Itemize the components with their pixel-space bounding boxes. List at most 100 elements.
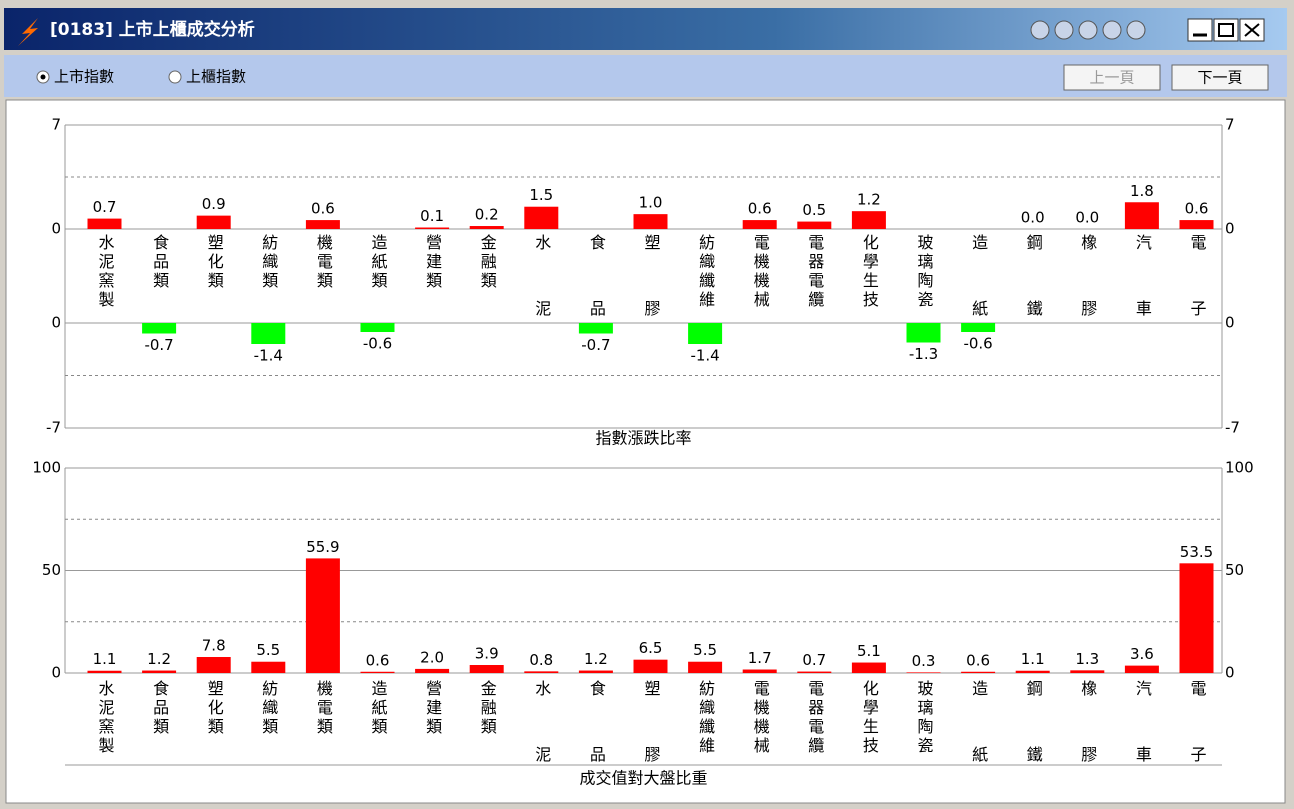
- x-tick-label: 紡織纖維: [696, 680, 716, 756]
- y2-tick-label: 0: [1225, 220, 1235, 238]
- y-tick-label: 50: [42, 561, 61, 579]
- value-label: 1.5: [529, 186, 553, 204]
- bar: [415, 227, 450, 229]
- value-label: 1.1: [93, 650, 117, 668]
- value-label: 0.6: [748, 200, 772, 218]
- value-label: 0.6: [311, 200, 335, 218]
- y2-tick-label: 100: [1225, 459, 1254, 477]
- bar: [360, 323, 395, 332]
- bar: [305, 220, 340, 229]
- value-label: 0.2: [475, 206, 499, 224]
- y-tick-label: 0: [51, 314, 61, 332]
- app-icon: [18, 18, 38, 46]
- y-tick-label: 0: [51, 220, 61, 238]
- x-tick-label: 機電類: [313, 680, 333, 737]
- value-label: -1.4: [690, 347, 719, 365]
- bar: [797, 221, 832, 229]
- y2-tick-label: 0: [1225, 664, 1235, 682]
- button-label[interactable]: 上一頁: [1089, 69, 1134, 87]
- bar: [906, 672, 941, 673]
- value-label: -1.3: [909, 345, 938, 363]
- radio-group[interactable]: 上市指數 上櫃指數: [36, 68, 246, 86]
- x-tick-label: 造紙類: [368, 234, 388, 291]
- value-label: 0.0: [1021, 209, 1045, 227]
- x-tick-label: 塑膠: [641, 680, 661, 762]
- value-label: 5.5: [256, 641, 280, 659]
- value-label: 3.9: [475, 645, 499, 663]
- value-label: 1.8: [1130, 182, 1154, 200]
- x-tick-label: 食品: [586, 234, 606, 316]
- bar: [742, 220, 777, 229]
- value-label: 1.2: [584, 650, 608, 668]
- value-label: 1.3: [1075, 650, 1099, 668]
- bar: [578, 670, 613, 673]
- bar: [87, 218, 122, 229]
- value-label: 0.8: [529, 651, 553, 669]
- bar: [469, 665, 504, 673]
- value-label: 7.8: [202, 637, 226, 655]
- x-tick-label: 紡織纖維: [696, 234, 716, 310]
- x-tick-label: 橡膠: [1078, 234, 1098, 316]
- bar: [1179, 220, 1214, 229]
- value-label: 0.6: [1185, 200, 1209, 218]
- bar: [251, 323, 286, 344]
- x-tick-label: 水泥窯製: [95, 234, 115, 310]
- x-tick-label: 鋼鐵: [1023, 680, 1043, 762]
- bar: [851, 662, 886, 673]
- radio[interactable]: [168, 70, 182, 84]
- y-tick-label: 7: [51, 116, 61, 134]
- x-tick-label: 電子: [1187, 680, 1207, 762]
- tool-icons[interactable]: [1030, 20, 1146, 40]
- value-label: 0.6: [966, 651, 990, 669]
- value-label: -1.4: [254, 347, 283, 365]
- x-tick-label: 電機機械: [750, 680, 770, 756]
- bar: [633, 659, 668, 673]
- button-group[interactable]: 上一頁 下一頁: [1063, 64, 1269, 91]
- bar: [797, 671, 832, 673]
- value-label: -0.7: [581, 336, 610, 354]
- x-tick-label: 紡織類: [259, 234, 279, 291]
- bar: [196, 215, 231, 229]
- bar: [1070, 670, 1105, 673]
- x-tick-label: 塑化類: [204, 680, 224, 737]
- radio-label[interactable]: 上櫃指數: [186, 68, 246, 86]
- value-label: 0.7: [802, 651, 826, 669]
- bar: [1015, 670, 1050, 673]
- value-label: 5.1: [857, 642, 881, 660]
- button-label[interactable]: 下一頁: [1197, 69, 1242, 87]
- value-label: 53.5: [1180, 543, 1213, 561]
- window-title: [0183] 上市上櫃成交分析: [50, 19, 255, 40]
- x-tick-label: 造紙: [969, 234, 989, 316]
- x-tick-label: 電子: [1187, 234, 1207, 316]
- bar: [305, 558, 340, 673]
- bar: [1124, 665, 1159, 673]
- radio-dot: [40, 74, 46, 80]
- button[interactable]: [1063, 64, 1161, 91]
- x-tick-label: 營建類: [423, 680, 443, 737]
- x-tick-label: 食品: [586, 680, 606, 762]
- y2-tick-label: 7: [1225, 116, 1235, 134]
- window-controls[interactable]: [1187, 18, 1265, 42]
- x-tick-label: 電器電纜: [805, 234, 825, 310]
- y-tick-label: -7: [46, 419, 61, 437]
- bar: [1179, 563, 1214, 673]
- x-tick-label: 玻璃陶瓷: [914, 234, 934, 310]
- x-tick-label: 汽車: [1132, 680, 1152, 762]
- button[interactable]: [1171, 64, 1269, 91]
- bar: [469, 226, 504, 229]
- x-tick-label: 化學生技: [859, 680, 879, 756]
- value-label: 55.9: [306, 538, 339, 556]
- bar: [524, 671, 559, 673]
- value-label: 1.0: [639, 194, 663, 212]
- value-label: 0.5: [802, 201, 826, 219]
- bar: [742, 669, 777, 673]
- x-axis-label: 成交值對大盤比重: [579, 769, 707, 788]
- bar: [196, 657, 231, 673]
- y2-tick-label: 0: [1225, 314, 1235, 332]
- radio-label[interactable]: 上市指數: [54, 68, 114, 86]
- value-label: -0.7: [144, 336, 173, 354]
- x-tick-label: 鋼鐵: [1023, 234, 1043, 316]
- x-tick-label: 金融類: [477, 234, 497, 291]
- bar: [578, 323, 613, 334]
